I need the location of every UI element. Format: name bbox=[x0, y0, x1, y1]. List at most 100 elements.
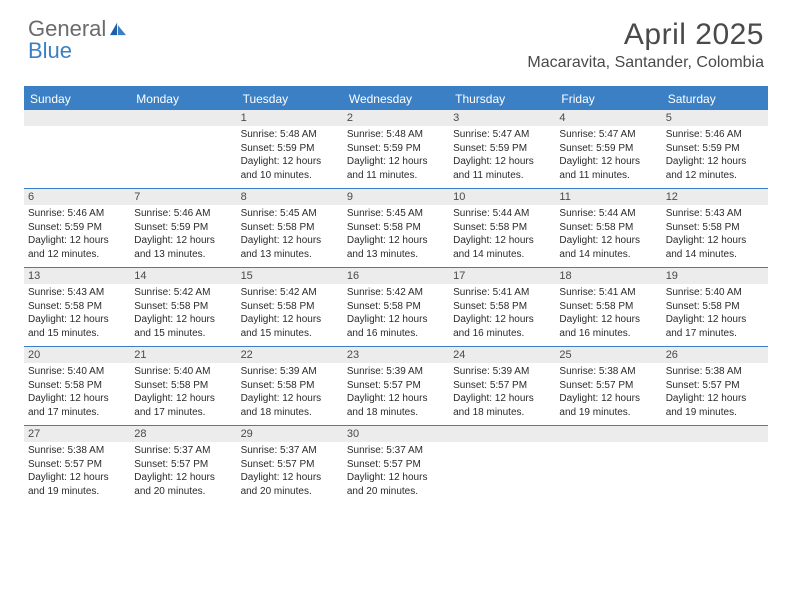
sunrise-text: Sunrise: 5:40 AM bbox=[28, 365, 126, 379]
cell-body: Sunrise: 5:46 AMSunset: 5:59 PMDaylight:… bbox=[130, 205, 236, 265]
sail-icon bbox=[108, 18, 128, 40]
sunset-text: Sunset: 5:57 PM bbox=[453, 379, 551, 393]
sunrise-text: Sunrise: 5:40 AM bbox=[134, 365, 232, 379]
calendar-cell bbox=[130, 110, 236, 188]
day-number: 27 bbox=[24, 426, 130, 442]
sunrise-text: Sunrise: 5:38 AM bbox=[666, 365, 764, 379]
sunset-text: Sunset: 5:58 PM bbox=[453, 300, 551, 314]
daylight-text: Daylight: 12 hours and 19 minutes. bbox=[559, 392, 657, 419]
day-number: 8 bbox=[237, 189, 343, 205]
calendar-cell: 1Sunrise: 5:48 AMSunset: 5:59 PMDaylight… bbox=[237, 110, 343, 188]
calendar-grid: Sunday Monday Tuesday Wednesday Thursday… bbox=[24, 86, 768, 504]
daylight-text: Daylight: 12 hours and 20 minutes. bbox=[134, 471, 232, 498]
sunrise-text: Sunrise: 5:38 AM bbox=[559, 365, 657, 379]
calendar-cell: 9Sunrise: 5:45 AMSunset: 5:58 PMDaylight… bbox=[343, 189, 449, 267]
sunset-text: Sunset: 5:58 PM bbox=[241, 300, 339, 314]
cell-body: Sunrise: 5:46 AMSunset: 5:59 PMDaylight:… bbox=[24, 205, 130, 265]
sunrise-text: Sunrise: 5:46 AM bbox=[134, 207, 232, 221]
cell-body: Sunrise: 5:41 AMSunset: 5:58 PMDaylight:… bbox=[449, 284, 555, 344]
day-header-row: Sunday Monday Tuesday Wednesday Thursday… bbox=[24, 88, 768, 110]
sunset-text: Sunset: 5:59 PM bbox=[559, 142, 657, 156]
daylight-text: Daylight: 12 hours and 11 minutes. bbox=[347, 155, 445, 182]
daylight-text: Daylight: 12 hours and 17 minutes. bbox=[666, 313, 764, 340]
sunset-text: Sunset: 5:58 PM bbox=[28, 300, 126, 314]
cell-body: Sunrise: 5:45 AMSunset: 5:58 PMDaylight:… bbox=[237, 205, 343, 265]
sunrise-text: Sunrise: 5:44 AM bbox=[559, 207, 657, 221]
sunrise-text: Sunrise: 5:39 AM bbox=[347, 365, 445, 379]
brand-logo: GeneralBlue bbox=[28, 18, 130, 62]
daylight-text: Daylight: 12 hours and 14 minutes. bbox=[559, 234, 657, 261]
dayhead-mon: Monday bbox=[130, 88, 236, 110]
cell-body: Sunrise: 5:37 AMSunset: 5:57 PMDaylight:… bbox=[343, 442, 449, 502]
sunrise-text: Sunrise: 5:48 AM bbox=[347, 128, 445, 142]
calendar-cell: 2Sunrise: 5:48 AMSunset: 5:59 PMDaylight… bbox=[343, 110, 449, 188]
daylight-text: Daylight: 12 hours and 20 minutes. bbox=[347, 471, 445, 498]
calendar-cell: 18Sunrise: 5:41 AMSunset: 5:58 PMDayligh… bbox=[555, 268, 661, 346]
sunrise-text: Sunrise: 5:47 AM bbox=[559, 128, 657, 142]
dayhead-sun: Sunday bbox=[24, 88, 130, 110]
daylight-text: Daylight: 12 hours and 19 minutes. bbox=[666, 392, 764, 419]
cell-body: Sunrise: 5:48 AMSunset: 5:59 PMDaylight:… bbox=[237, 126, 343, 186]
calendar-cell: 11Sunrise: 5:44 AMSunset: 5:58 PMDayligh… bbox=[555, 189, 661, 267]
sunset-text: Sunset: 5:57 PM bbox=[347, 379, 445, 393]
sunrise-text: Sunrise: 5:37 AM bbox=[241, 444, 339, 458]
sunset-text: Sunset: 5:57 PM bbox=[347, 458, 445, 472]
calendar-cell: 14Sunrise: 5:42 AMSunset: 5:58 PMDayligh… bbox=[130, 268, 236, 346]
sunset-text: Sunset: 5:59 PM bbox=[134, 221, 232, 235]
calendar-cell: 6Sunrise: 5:46 AMSunset: 5:59 PMDaylight… bbox=[24, 189, 130, 267]
sunset-text: Sunset: 5:59 PM bbox=[347, 142, 445, 156]
calendar-cell: 4Sunrise: 5:47 AMSunset: 5:59 PMDaylight… bbox=[555, 110, 661, 188]
sunset-text: Sunset: 5:58 PM bbox=[559, 221, 657, 235]
sunset-text: Sunset: 5:58 PM bbox=[241, 379, 339, 393]
sunrise-text: Sunrise: 5:39 AM bbox=[453, 365, 551, 379]
sunset-text: Sunset: 5:58 PM bbox=[666, 300, 764, 314]
cell-body: Sunrise: 5:42 AMSunset: 5:58 PMDaylight:… bbox=[343, 284, 449, 344]
sunset-text: Sunset: 5:58 PM bbox=[666, 221, 764, 235]
day-number: 20 bbox=[24, 347, 130, 363]
sunrise-text: Sunrise: 5:39 AM bbox=[241, 365, 339, 379]
day-number: 26 bbox=[662, 347, 768, 363]
daylight-text: Daylight: 12 hours and 15 minutes. bbox=[134, 313, 232, 340]
cell-body: Sunrise: 5:40 AMSunset: 5:58 PMDaylight:… bbox=[24, 363, 130, 423]
sunrise-text: Sunrise: 5:40 AM bbox=[666, 286, 764, 300]
calendar-cell: 12Sunrise: 5:43 AMSunset: 5:58 PMDayligh… bbox=[662, 189, 768, 267]
sunrise-text: Sunrise: 5:48 AM bbox=[241, 128, 339, 142]
sunrise-text: Sunrise: 5:45 AM bbox=[347, 207, 445, 221]
day-number: 23 bbox=[343, 347, 449, 363]
sunset-text: Sunset: 5:57 PM bbox=[28, 458, 126, 472]
day-number: 30 bbox=[343, 426, 449, 442]
cell-body: Sunrise: 5:42 AMSunset: 5:58 PMDaylight:… bbox=[237, 284, 343, 344]
day-number: 4 bbox=[555, 110, 661, 126]
day-number: 25 bbox=[555, 347, 661, 363]
sunrise-text: Sunrise: 5:43 AM bbox=[28, 286, 126, 300]
calendar-week: 13Sunrise: 5:43 AMSunset: 5:58 PMDayligh… bbox=[24, 267, 768, 346]
calendar-cell: 15Sunrise: 5:42 AMSunset: 5:58 PMDayligh… bbox=[237, 268, 343, 346]
calendar-cell: 8Sunrise: 5:45 AMSunset: 5:58 PMDaylight… bbox=[237, 189, 343, 267]
day-number bbox=[555, 426, 661, 442]
cell-body: Sunrise: 5:38 AMSunset: 5:57 PMDaylight:… bbox=[555, 363, 661, 423]
day-number: 10 bbox=[449, 189, 555, 205]
cell-body: Sunrise: 5:44 AMSunset: 5:58 PMDaylight:… bbox=[449, 205, 555, 265]
title-block: April 2025 Macaravita, Santander, Colomb… bbox=[527, 18, 764, 72]
calendar-cell: 21Sunrise: 5:40 AMSunset: 5:58 PMDayligh… bbox=[130, 347, 236, 425]
calendar-cell: 17Sunrise: 5:41 AMSunset: 5:58 PMDayligh… bbox=[449, 268, 555, 346]
calendar-cell: 16Sunrise: 5:42 AMSunset: 5:58 PMDayligh… bbox=[343, 268, 449, 346]
day-number: 22 bbox=[237, 347, 343, 363]
calendar-cell: 29Sunrise: 5:37 AMSunset: 5:57 PMDayligh… bbox=[237, 426, 343, 504]
cell-body: Sunrise: 5:47 AMSunset: 5:59 PMDaylight:… bbox=[555, 126, 661, 186]
daylight-text: Daylight: 12 hours and 18 minutes. bbox=[347, 392, 445, 419]
daylight-text: Daylight: 12 hours and 14 minutes. bbox=[453, 234, 551, 261]
calendar-cell: 30Sunrise: 5:37 AMSunset: 5:57 PMDayligh… bbox=[343, 426, 449, 504]
cell-body: Sunrise: 5:40 AMSunset: 5:58 PMDaylight:… bbox=[662, 284, 768, 344]
day-number: 12 bbox=[662, 189, 768, 205]
sunrise-text: Sunrise: 5:46 AM bbox=[666, 128, 764, 142]
calendar-cell: 25Sunrise: 5:38 AMSunset: 5:57 PMDayligh… bbox=[555, 347, 661, 425]
daylight-text: Daylight: 12 hours and 12 minutes. bbox=[666, 155, 764, 182]
calendar-week: 6Sunrise: 5:46 AMSunset: 5:59 PMDaylight… bbox=[24, 188, 768, 267]
calendar-cell: 19Sunrise: 5:40 AMSunset: 5:58 PMDayligh… bbox=[662, 268, 768, 346]
sunrise-text: Sunrise: 5:41 AM bbox=[453, 286, 551, 300]
sunrise-text: Sunrise: 5:45 AM bbox=[241, 207, 339, 221]
day-number: 21 bbox=[130, 347, 236, 363]
calendar-cell: 27Sunrise: 5:38 AMSunset: 5:57 PMDayligh… bbox=[24, 426, 130, 504]
day-number: 6 bbox=[24, 189, 130, 205]
